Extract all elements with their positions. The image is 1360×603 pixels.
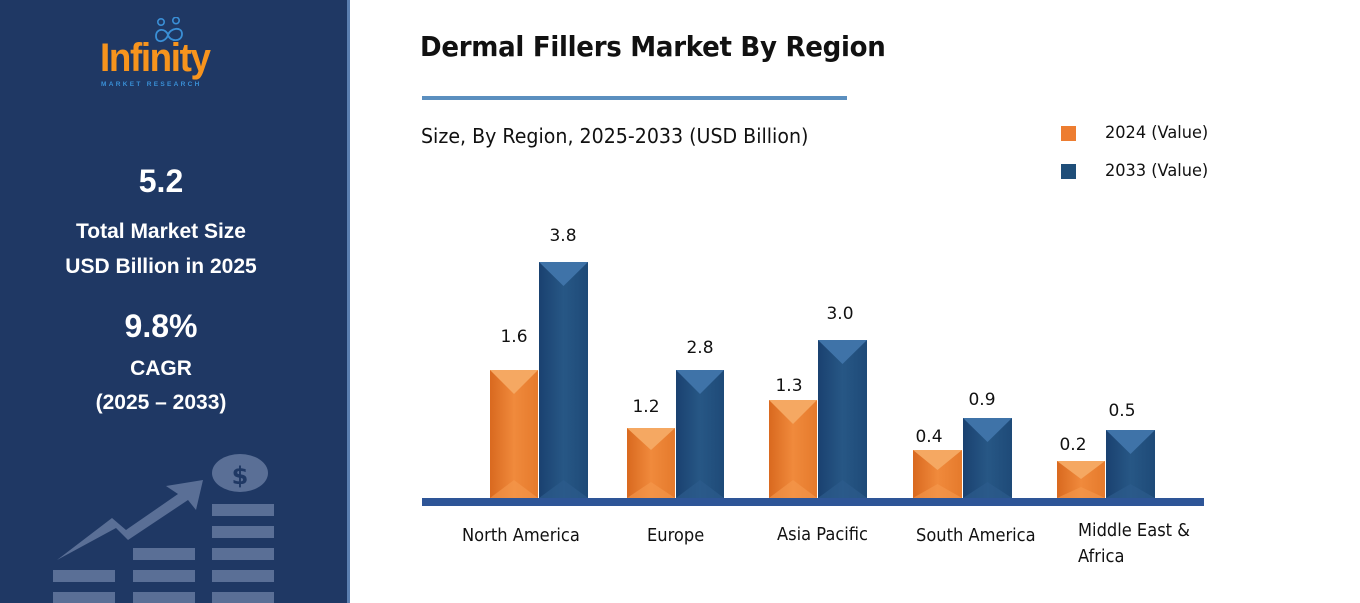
bar-middle-east-africa-2033 [1106,430,1155,498]
category-label-europe: Europe [647,526,705,546]
bar-europe-2033 [676,370,724,498]
value-label-middle-east-africa-2024: 0.2 [1059,435,1087,455]
value-label-south-america-2033: 0.9 [968,390,996,410]
x-axis-baseline [422,498,1204,506]
brand-wordmark: Infinity [100,36,211,80]
category-label-middle-east-africa-line2: Africa [1078,547,1125,567]
category-label-middle-east-africa-line1: Middle East & [1078,521,1190,541]
bar-middle-east-africa-2024 [1057,461,1105,498]
chart-subtitle: Size, By Region, 2025-2033 (USD Billion) [421,124,809,148]
panel-divider [347,0,350,603]
value-label-north-america-2033: 3.8 [549,226,577,246]
cagr-period: (2025 – 2033) [95,391,227,414]
title-underline [422,96,847,100]
market-size-value: 5.2 [138,163,184,199]
cagr-value: 9.8% [124,308,198,344]
bar-europe-2024 [627,428,675,498]
bar-asia-pacific-2033 [818,340,867,498]
value-label-asia-pacific-2033: 3.0 [826,304,854,324]
value-label-north-america-2024: 1.6 [500,327,528,347]
brand-tagline: MARKET RESEARCH [101,81,202,88]
value-label-south-america-2024: 0.4 [915,427,943,447]
category-label-asia-pacific: Asia Pacific [777,525,869,545]
value-label-europe-2024: 1.2 [632,397,660,417]
category-label-north-america: North America [462,526,580,546]
legend-item-2033: 2033 (Value) [1061,161,1214,181]
bar-north-america-2033 [539,262,588,498]
value-label-asia-pacific-2024: 1.3 [775,376,803,396]
cagr-label: CAGR [130,357,192,380]
chart-title: Dermal Fillers Market By Region [420,30,886,63]
value-label-middle-east-africa-2033: 0.5 [1108,401,1136,421]
category-label-south-america: South America [916,526,1036,546]
bar-asia-pacific-2024 [769,400,817,498]
legend-swatch-2024 [1061,125,1076,141]
growth-chart-dollar-icon: $ [53,454,274,603]
bar-south-america-2033 [963,418,1012,498]
market-size-unit-label: USD Billion in 2025 [65,255,257,278]
brand-logo: Infinity MARKET RESEARCH [96,14,236,94]
infinity-people-icon [155,17,183,43]
legend-item-2024: 2024 (Value) [1061,123,1214,143]
bar-north-america-2024 [490,370,538,498]
legend-label-2024: 2024 (Value) [1105,123,1209,143]
value-label-europe-2033: 2.8 [686,338,714,358]
market-size-label: Total Market Size [76,220,246,243]
legend-swatch-2033 [1061,163,1076,179]
legend-label-2033: 2033 (Value) [1105,161,1209,181]
summary-panel: Infinity MARKET RESEARCH 5.2 Total Marke… [0,0,347,603]
svg-text:$: $ [232,462,249,490]
bar-south-america-2024 [913,450,962,498]
